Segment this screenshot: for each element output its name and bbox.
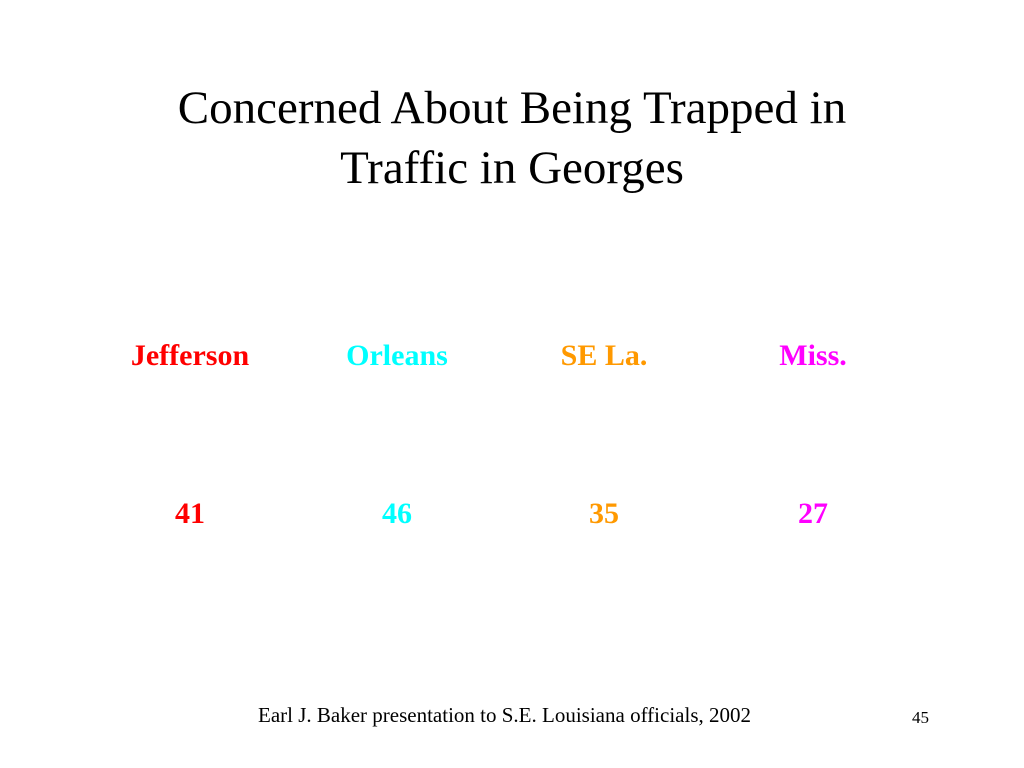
- value-jefferson: 41: [175, 497, 205, 530]
- footer-citation: Earl J. Baker presentation to S.E. Louis…: [258, 703, 751, 727]
- region-header-jefferson: Jefferson: [130, 339, 250, 372]
- region-header-orleans: Orleans: [346, 339, 448, 372]
- slide-title: Concerned About Being Trapped in Traffic…: [0, 78, 1024, 198]
- value-miss: 27: [798, 497, 828, 530]
- title-line-1: Concerned About Being Trapped in: [177, 82, 847, 134]
- region-header-se-la: SE La.: [560, 339, 648, 372]
- page-number: 45: [912, 708, 929, 727]
- region-header-miss: Miss.: [779, 339, 847, 372]
- value-se-la: 35: [589, 497, 619, 530]
- title-line-2: Traffic in Georges: [340, 142, 684, 194]
- value-orleans: 46: [382, 497, 412, 530]
